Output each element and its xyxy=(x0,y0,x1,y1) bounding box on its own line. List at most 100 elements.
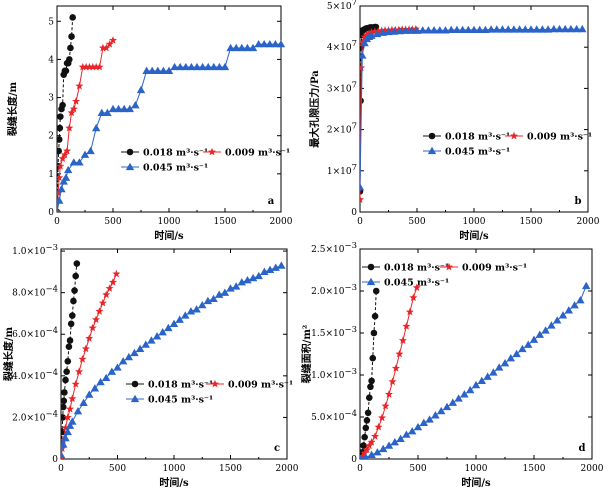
legend-marker-s009 xyxy=(211,379,219,388)
data-point-s045 xyxy=(102,373,111,382)
data-point-s018 xyxy=(68,33,75,40)
data-point-s045 xyxy=(159,66,168,75)
data-point-s045 xyxy=(61,434,70,442)
data-point-s045 xyxy=(131,100,140,109)
series-line-s045 xyxy=(360,28,583,188)
data-point-s045 xyxy=(437,406,446,415)
data-point-s045 xyxy=(170,62,179,71)
data-point-s045 xyxy=(243,275,252,284)
data-point-s045 xyxy=(373,448,382,456)
data-point-s045 xyxy=(231,282,241,290)
data-point-s018 xyxy=(57,136,63,143)
data-point-s009 xyxy=(381,401,390,410)
x-tick-label: 1500 xyxy=(520,217,543,227)
data-point-s018 xyxy=(363,417,371,424)
y-tick-label: 0 xyxy=(351,455,357,465)
data-point-s045 xyxy=(114,104,123,113)
data-point-s045 xyxy=(543,25,553,33)
legend-marker-s009 xyxy=(208,147,216,156)
data-point-s045 xyxy=(489,368,498,376)
x-tick-label: 2000 xyxy=(270,217,293,227)
data-point-s045 xyxy=(582,281,591,290)
data-point-s009 xyxy=(409,293,418,302)
data-point-s045 xyxy=(68,417,77,425)
data-point-s018 xyxy=(362,424,370,432)
y-axis-label: 裂缝长度/m xyxy=(2,326,15,382)
data-point-s045 xyxy=(215,62,224,71)
data-point-s009 xyxy=(98,298,107,307)
data-point-s018 xyxy=(64,357,72,365)
legend-label-s018: 0.018 m³·s⁻¹ xyxy=(384,263,449,274)
y-tick-label: 2.0×10−4 xyxy=(12,409,58,423)
data-point-s009 xyxy=(398,25,407,33)
data-point-s045 xyxy=(215,290,224,298)
data-point-s045 xyxy=(360,51,367,59)
data-point-s018 xyxy=(67,44,74,52)
data-point-s045 xyxy=(260,267,269,276)
data-point-s009 xyxy=(58,154,67,162)
panel-label: a xyxy=(268,196,275,207)
panel-c: 0 500 1000 1500 2000 0 2.0×10−4 4.0×10−4 6.0×10−… xyxy=(2,243,299,489)
data-point-s045 xyxy=(61,440,68,448)
data-point-s009 xyxy=(75,367,84,376)
data-point-s045 xyxy=(509,25,519,33)
legend: 0.018 m³·s⁻¹ 0.009 m³·s⁻¹ 0.045 m³·s⁻¹ xyxy=(423,132,592,158)
data-point-s045 xyxy=(441,26,450,34)
x-axis-label: 时间/s xyxy=(159,476,189,489)
data-point-s018 xyxy=(372,287,380,295)
series-group xyxy=(61,260,286,459)
data-point-s045 xyxy=(483,372,492,380)
y-tick-label: 5×107 xyxy=(327,0,357,12)
data-point-s009 xyxy=(92,315,101,324)
data-point-s045 xyxy=(500,359,510,367)
panel-a: 0 500 1000 1500 2000 0 1 2 3 4 5 时间/s 裂缝长度/m a 0.018 m… xyxy=(6,5,293,242)
data-point-s045 xyxy=(248,43,258,52)
data-point-s045 xyxy=(515,25,524,33)
data-point-s045 xyxy=(384,27,393,36)
data-point-s045 xyxy=(452,25,462,34)
data-point-s045 xyxy=(254,271,263,280)
data-point-s018 xyxy=(371,312,379,320)
data-point-s018 xyxy=(72,272,79,280)
legend-label-s009: 0.009 m³·s⁻¹ xyxy=(527,132,592,143)
y-tick-label: 5 xyxy=(48,17,54,27)
data-point-s045 xyxy=(481,25,490,34)
data-point-s045 xyxy=(412,26,422,34)
y-tick-label: 5.0×10−4 xyxy=(311,409,357,423)
y-tick-label: 8.0×10−4 xyxy=(12,285,58,299)
legend-label-s009: 0.009 m³·s⁻¹ xyxy=(228,380,293,391)
data-point-s045 xyxy=(175,315,184,323)
data-point-s018 xyxy=(370,329,378,337)
data-point-s009 xyxy=(391,364,400,372)
y-axis-label: 最大孔隙压力/Pa xyxy=(308,70,321,148)
data-point-s009 xyxy=(65,123,74,132)
panel-d: 0 500 1000 1500 2000 0 5.0×10−4 1.0×10−3 1.5×10−… xyxy=(300,241,604,489)
data-point-s018 xyxy=(368,377,375,385)
plot-frame-b xyxy=(359,5,589,213)
data-point-s045 xyxy=(504,25,513,33)
data-point-s009 xyxy=(377,26,386,35)
legend-marker-s009 xyxy=(445,262,453,271)
legend: 0.018 m³·s⁻¹ 0.009 m³·s⁻¹ 0.045 m³·s⁻¹ xyxy=(362,263,527,289)
data-point-s009 xyxy=(378,413,387,422)
x-tick-label: 0 xyxy=(58,464,64,474)
data-point-s045 xyxy=(57,184,66,193)
data-point-s009 xyxy=(360,195,364,204)
legend-label-s018: 0.018 m³·s⁻¹ xyxy=(445,132,510,143)
data-point-s045 xyxy=(124,352,133,361)
data-point-s018 xyxy=(62,376,69,384)
data-point-s045 xyxy=(431,411,440,419)
data-point-s045 xyxy=(265,39,274,48)
legend-marker-s018 xyxy=(428,132,436,140)
x-tick-label: 500 xyxy=(409,464,426,474)
data-point-s009 xyxy=(108,278,117,286)
data-point-s045 xyxy=(495,363,504,371)
data-point-s009 xyxy=(82,62,91,71)
data-point-s045 xyxy=(396,434,405,442)
data-point-s045 xyxy=(90,384,100,392)
data-point-s009 xyxy=(66,404,75,413)
series-group xyxy=(360,23,587,204)
data-point-s045 xyxy=(80,150,90,158)
data-point-s045 xyxy=(148,66,157,75)
data-point-s045 xyxy=(518,344,527,353)
